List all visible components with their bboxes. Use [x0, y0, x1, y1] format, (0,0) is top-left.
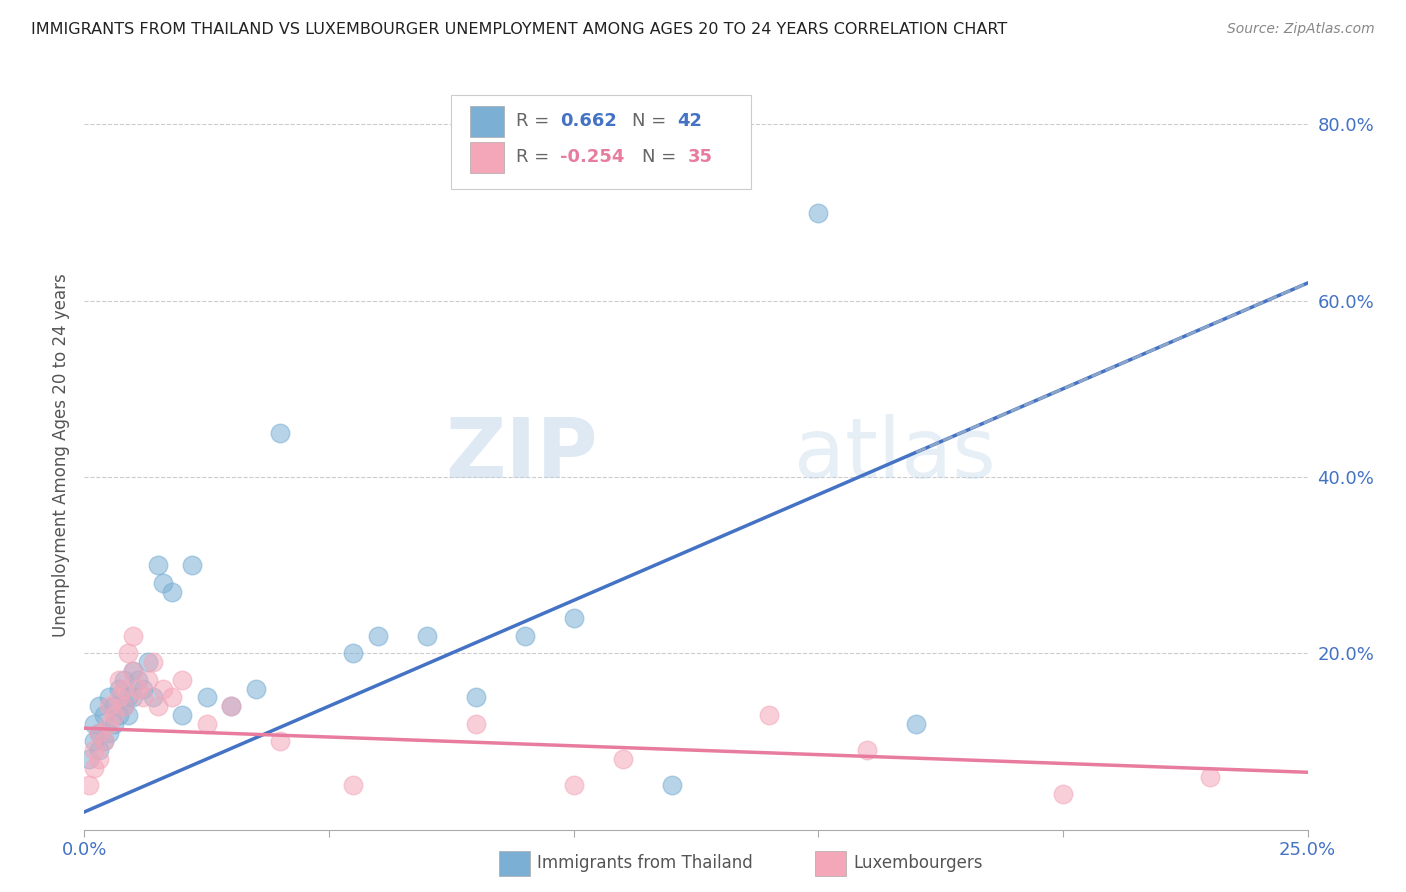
Point [856, 743, 879, 757]
Point [342, 646, 364, 660]
Point [219, 699, 242, 714]
Text: 35: 35 [688, 148, 713, 167]
Point [112, 699, 135, 714]
Point [132, 690, 155, 705]
Point [127, 673, 149, 687]
Point [562, 779, 585, 793]
Point [122, 664, 145, 678]
Point [219, 699, 242, 714]
Text: -0.254: -0.254 [560, 148, 624, 167]
Point [83, 734, 105, 748]
Text: Source: ZipAtlas.com: Source: ZipAtlas.com [1227, 22, 1375, 37]
Text: atlas: atlas [794, 415, 995, 495]
Point [122, 629, 145, 643]
Point [162, 690, 184, 705]
Point [195, 716, 218, 731]
Point [112, 699, 135, 714]
Text: 0.662: 0.662 [560, 112, 617, 130]
Text: Immigrants from Thailand: Immigrants from Thailand [537, 855, 752, 872]
Text: N =: N = [643, 148, 682, 167]
Point [245, 681, 267, 696]
Text: Luxembourgers: Luxembourgers [853, 855, 983, 872]
Point [77, 752, 100, 766]
Point [93, 708, 115, 723]
Point [103, 699, 125, 714]
Point [87, 699, 110, 714]
Point [107, 708, 129, 723]
Point [513, 629, 536, 643]
Text: ZIP: ZIP [446, 415, 598, 495]
Point [87, 752, 110, 766]
Point [107, 673, 129, 687]
Point [1198, 770, 1220, 784]
Point [905, 716, 928, 731]
Point [112, 681, 135, 696]
Point [146, 699, 169, 714]
Point [97, 725, 120, 739]
Point [464, 716, 486, 731]
Point [342, 779, 364, 793]
Text: N =: N = [633, 112, 672, 130]
Point [77, 779, 100, 793]
Point [122, 664, 145, 678]
Point [117, 646, 139, 660]
Point [661, 779, 683, 793]
Point [612, 752, 634, 766]
Point [1052, 787, 1074, 801]
Point [269, 734, 291, 748]
Point [87, 725, 110, 739]
Y-axis label: Unemployment Among Ages 20 to 24 years: Unemployment Among Ages 20 to 24 years [52, 273, 70, 637]
Point [117, 708, 139, 723]
Point [807, 205, 830, 219]
Text: IMMIGRANTS FROM THAILAND VS LUXEMBOURGER UNEMPLOYMENT AMONG AGES 20 TO 24 YEARS : IMMIGRANTS FROM THAILAND VS LUXEMBOURGER… [31, 22, 1007, 37]
FancyBboxPatch shape [470, 142, 503, 173]
Point [416, 629, 439, 643]
Point [87, 725, 110, 739]
Point [127, 681, 149, 696]
Text: R =: R = [516, 148, 555, 167]
Point [758, 708, 780, 723]
Point [97, 690, 120, 705]
FancyBboxPatch shape [451, 95, 751, 189]
Point [464, 690, 486, 705]
Point [97, 699, 120, 714]
Point [142, 690, 165, 705]
Point [367, 629, 389, 643]
Point [162, 584, 184, 599]
Point [112, 673, 135, 687]
Point [142, 655, 165, 669]
FancyBboxPatch shape [470, 106, 503, 137]
Point [107, 690, 129, 705]
Point [152, 575, 174, 590]
Text: 42: 42 [678, 112, 703, 130]
Point [97, 716, 120, 731]
Point [93, 734, 115, 748]
Point [103, 716, 125, 731]
Point [132, 681, 155, 696]
Point [152, 681, 174, 696]
Point [172, 708, 194, 723]
Point [117, 690, 139, 705]
Point [269, 425, 291, 440]
Point [83, 716, 105, 731]
Point [93, 734, 115, 748]
Point [136, 673, 159, 687]
Point [83, 743, 105, 757]
Point [122, 690, 145, 705]
Point [107, 681, 129, 696]
Point [172, 673, 194, 687]
Point [103, 708, 125, 723]
Point [146, 558, 169, 573]
Text: R =: R = [516, 112, 555, 130]
Point [87, 743, 110, 757]
Point [195, 690, 218, 705]
Point [136, 655, 159, 669]
Point [83, 761, 105, 775]
Point [181, 558, 204, 573]
Point [562, 611, 585, 625]
